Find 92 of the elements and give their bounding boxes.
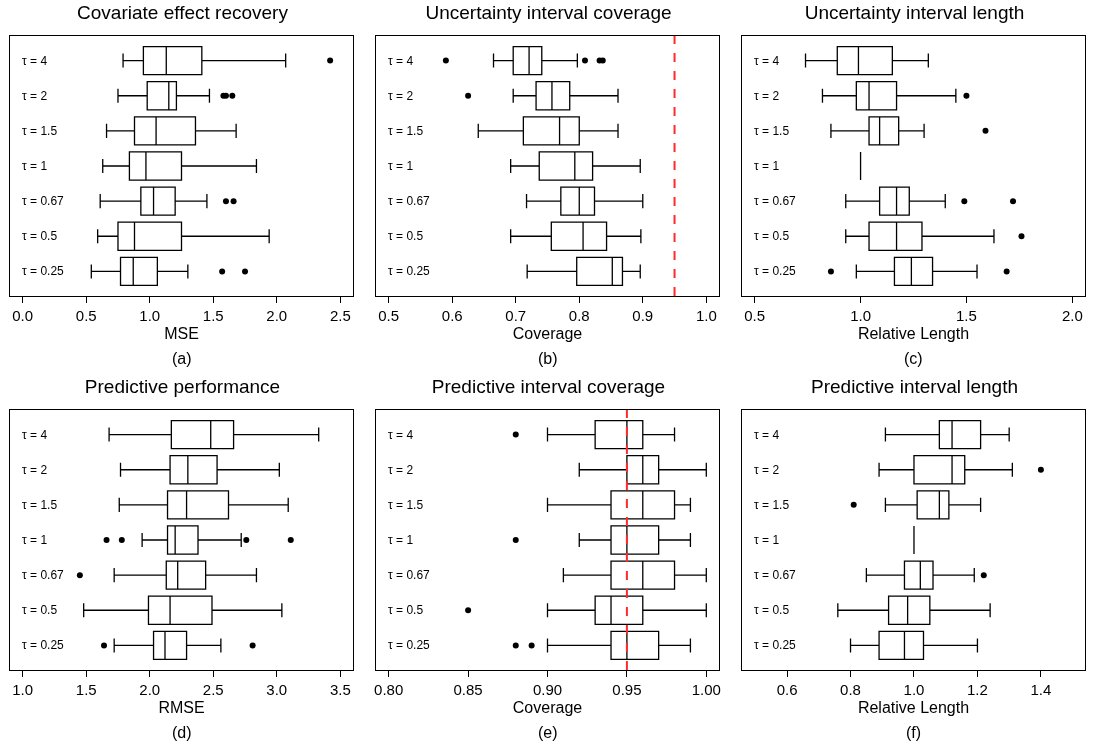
x-tick-label: 1.5 bbox=[75, 681, 97, 699]
x-tick-label: 1.0 bbox=[139, 307, 161, 325]
y-tick-label: τ = 0.25 bbox=[388, 264, 431, 278]
y-tick-label: τ = 0.5 bbox=[388, 229, 424, 243]
y-tick-label: τ = 0.25 bbox=[22, 264, 65, 278]
y-tick-label: τ = 1.5 bbox=[754, 498, 790, 512]
y-tick-label: τ = 4 bbox=[754, 428, 780, 442]
x-axis-title: Relative Length bbox=[857, 698, 970, 716]
x-tick-label: 1.0 bbox=[903, 681, 925, 699]
y-tick-label: τ = 4 bbox=[754, 54, 780, 68]
text: (b) bbox=[538, 350, 558, 367]
x-tick-label: 1.0 bbox=[850, 307, 871, 325]
x-axis-title: Coverage bbox=[512, 698, 583, 716]
y-tick-label: τ = 0.25 bbox=[22, 638, 65, 652]
y-tick-label: τ = 4 bbox=[388, 54, 414, 68]
x-tick-label: 0.90 bbox=[532, 681, 563, 699]
y-tick-label: τ = 2 bbox=[754, 89, 780, 103]
y-tick-label: τ = 0.25 bbox=[388, 638, 431, 652]
y-tick-label: τ = 0.67 bbox=[22, 194, 65, 208]
x-tick-label: 2.0 bbox=[266, 307, 288, 325]
text: (d) bbox=[172, 724, 192, 741]
y-tick-label: τ = 1 bbox=[754, 533, 780, 547]
x-tick-label: 2.5 bbox=[202, 681, 224, 699]
y-tick-label: τ = 0.5 bbox=[22, 603, 58, 617]
y-tick-label: τ = 1.5 bbox=[754, 124, 790, 138]
chart-title: Predictive interval length bbox=[811, 375, 1018, 397]
y-tick-label: τ = 1.5 bbox=[22, 124, 58, 138]
y-tick-label: τ = 0.5 bbox=[754, 603, 790, 617]
y-tick-label: τ = 0.67 bbox=[754, 568, 797, 582]
x-tick-label: 0.5 bbox=[75, 307, 97, 325]
x-tick-label: 0.6 bbox=[441, 307, 463, 325]
y-tick-label: τ = 4 bbox=[22, 428, 48, 442]
chart-title: Uncertainty interval length bbox=[804, 1, 1025, 23]
y-tick-label: τ = 1.5 bbox=[388, 498, 424, 512]
y-tick-label: τ = 1.5 bbox=[388, 124, 424, 138]
x-tick-label: 1.5 bbox=[956, 307, 977, 325]
x-tick-label: 3.5 bbox=[329, 681, 351, 699]
y-tick-label: τ = 0.25 bbox=[754, 264, 797, 278]
x-axis-title: Relative Length bbox=[857, 324, 970, 342]
chart-title: Uncertainty interval coverage bbox=[425, 1, 672, 23]
text: (c) bbox=[904, 350, 923, 367]
chart-title: Covariate effect recovery bbox=[77, 1, 289, 23]
x-tick-label: 0.5 bbox=[744, 307, 766, 325]
x-tick-label: 3.0 bbox=[266, 681, 288, 699]
y-tick-label: τ = 0.5 bbox=[754, 229, 790, 243]
y-tick-label: τ = 1 bbox=[22, 533, 48, 547]
text: (a) bbox=[172, 350, 192, 367]
x-tick-label: 0.8 bbox=[568, 307, 590, 325]
y-tick-label: τ = 2 bbox=[388, 89, 414, 103]
x-tick-label: 0.5 bbox=[378, 307, 400, 325]
y-tick-label: τ = 0.67 bbox=[388, 568, 431, 582]
y-tick-label: τ = 0.67 bbox=[754, 194, 797, 208]
x-tick-label: 0.9 bbox=[632, 307, 654, 325]
y-tick-label: τ = 2 bbox=[388, 463, 414, 477]
y-tick-label: τ = 2 bbox=[22, 463, 48, 477]
chart-title: Predictive interval coverage bbox=[431, 375, 666, 397]
text: (f) bbox=[906, 724, 922, 741]
y-tick-label: τ = 0.5 bbox=[22, 229, 58, 243]
x-axis-title: RMSE bbox=[158, 698, 205, 716]
x-axis-title: Coverage bbox=[512, 324, 583, 342]
y-tick-label: τ = 1 bbox=[388, 159, 414, 173]
y-tick-label: τ = 1 bbox=[754, 159, 780, 173]
x-tick-label: 0.95 bbox=[612, 681, 642, 699]
x-tick-label: 1.0 bbox=[12, 681, 34, 699]
x-tick-label: 2.0 bbox=[1061, 307, 1083, 325]
y-tick-label: τ = 0.25 bbox=[754, 638, 797, 652]
y-tick-label: τ = 2 bbox=[22, 89, 48, 103]
x-tick-label: 0.80 bbox=[374, 681, 404, 699]
text: (e) bbox=[538, 724, 558, 741]
x-tick-label: 1.2 bbox=[967, 681, 988, 699]
y-tick-label: τ = 1.5 bbox=[22, 498, 58, 512]
x-tick-label: 2.5 bbox=[329, 307, 351, 325]
x-tick-label: 1.0 bbox=[695, 307, 717, 325]
x-tick-label: 1.5 bbox=[202, 307, 224, 325]
y-tick-label: τ = 1 bbox=[388, 533, 414, 547]
y-tick-label: τ = 4 bbox=[388, 428, 414, 442]
x-tick-label: 1.4 bbox=[1030, 681, 1052, 699]
x-tick-label: 0.0 bbox=[12, 307, 34, 325]
y-tick-label: τ = 0.67 bbox=[22, 568, 65, 582]
y-tick-label: τ = 1 bbox=[22, 159, 48, 173]
x-tick-label: 0.7 bbox=[505, 307, 527, 325]
chart-title: Predictive performance bbox=[84, 375, 281, 397]
x-tick-label: 0.8 bbox=[840, 681, 861, 699]
x-tick-label: 1.00 bbox=[691, 681, 721, 699]
y-tick-label: τ = 4 bbox=[22, 54, 48, 68]
x-tick-label: 2.0 bbox=[139, 681, 161, 699]
x-axis-title: MSE bbox=[164, 324, 199, 342]
x-tick-label: 0.85 bbox=[453, 681, 483, 699]
y-tick-label: τ = 0.67 bbox=[388, 194, 431, 208]
x-tick-label: 0.6 bbox=[776, 681, 798, 699]
y-tick-label: τ = 2 bbox=[754, 463, 780, 477]
y-tick-label: τ = 0.5 bbox=[388, 603, 424, 617]
